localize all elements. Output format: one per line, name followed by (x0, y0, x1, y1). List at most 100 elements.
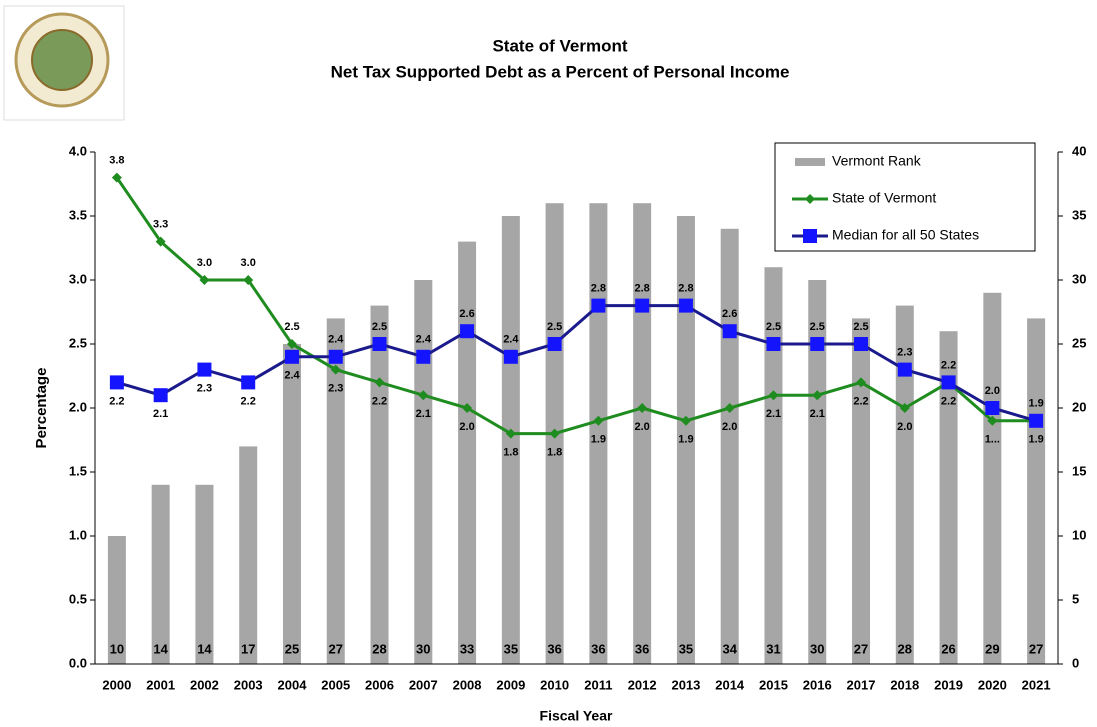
y2-tick-label: 20 (1072, 399, 1086, 414)
marker (766, 337, 781, 351)
bar-label: 27 (329, 641, 343, 656)
data-label: 2.1 (153, 408, 168, 420)
marker (637, 403, 648, 413)
bar-label: 36 (591, 641, 605, 656)
bar-label: 33 (460, 641, 474, 656)
data-label: 2.8 (678, 283, 693, 295)
bar (720, 228, 739, 665)
x-tick-label: 2017 (847, 677, 876, 692)
data-label: 2.0 (985, 385, 1000, 397)
bar (1027, 318, 1046, 664)
bar (195, 484, 214, 664)
data-label: 3.8 (109, 155, 124, 167)
data-label: 2.0 (459, 421, 474, 433)
x-tick-label: 2004 (278, 677, 308, 692)
marker (462, 403, 473, 413)
data-label: 1.9 (1028, 434, 1043, 446)
marker (328, 349, 343, 364)
data-label: 1.8 (547, 447, 562, 459)
marker (635, 298, 650, 313)
bar (764, 267, 783, 664)
marker (1029, 413, 1044, 428)
data-label: 2.5 (372, 321, 387, 333)
x-tick-label: 2020 (978, 677, 1007, 692)
x-axis-title: Fiscal Year (540, 708, 613, 724)
data-label: 2.2 (241, 395, 256, 407)
data-label: 2.2 (941, 359, 956, 371)
legend-label: Vermont Rank (832, 153, 922, 169)
bar (282, 344, 301, 664)
marker (593, 415, 604, 426)
marker (985, 401, 1000, 415)
marker (416, 349, 431, 364)
bar-label: 14 (197, 641, 212, 656)
bar (501, 216, 520, 664)
bar-label: 28 (372, 641, 386, 656)
bar-label: 17 (241, 641, 255, 656)
bar (676, 216, 695, 664)
bar (633, 203, 652, 664)
bar-label: 30 (810, 641, 824, 656)
x-tick-label: 2006 (365, 677, 394, 692)
chart-subtitle: Net Tax Supported Debt as a Percent of P… (331, 62, 790, 81)
y2-tick-label: 35 (1072, 207, 1086, 222)
data-label: 2.5 (547, 321, 562, 333)
data-label: 2.2 (109, 395, 124, 407)
data-label: 2.4 (416, 334, 432, 346)
y2-tick-label: 15 (1072, 463, 1086, 478)
bar-label: 30 (416, 641, 430, 656)
bar-label: 36 (635, 641, 649, 656)
y-tick-label: 3.0 (69, 271, 87, 286)
bar-label: 35 (679, 641, 693, 656)
marker (768, 390, 779, 401)
y2-tick-label: 25 (1072, 335, 1086, 350)
data-label: 2.3 (328, 383, 343, 395)
legend-swatch (803, 229, 817, 243)
data-label: 2.5 (810, 321, 825, 333)
data-label: 1.9 (1028, 398, 1043, 410)
marker (243, 275, 254, 285)
y-tick-label: 2.5 (69, 335, 87, 350)
data-label: 2.4 (328, 334, 344, 346)
marker (374, 377, 385, 388)
y2-tick-label: 0 (1072, 655, 1079, 670)
x-tick-label: 2011 (584, 677, 612, 692)
marker (547, 337, 562, 351)
bar (107, 536, 126, 664)
marker (460, 324, 475, 339)
marker (418, 390, 429, 401)
bar-label: 27 (854, 641, 868, 656)
x-tick-label: 2015 (759, 677, 788, 692)
y2-tick-label: 40 (1072, 143, 1086, 158)
marker (153, 388, 168, 403)
data-label: 2.2 (853, 395, 868, 407)
x-tick-label: 2013 (671, 677, 700, 692)
bar-label: 27 (1029, 641, 1043, 656)
y-tick-label: 0.0 (69, 655, 87, 670)
data-label: 2.5 (853, 321, 868, 333)
x-tick-label: 2019 (934, 677, 963, 692)
data-label: 2.1 (766, 408, 781, 420)
data-label: 2.3 (897, 347, 912, 359)
data-label: 1.9 (591, 434, 606, 446)
marker (810, 337, 825, 351)
logo (3, 5, 125, 121)
bar (370, 305, 389, 664)
x-tick-label: 2007 (409, 677, 438, 692)
x-tick-label: 2014 (715, 677, 745, 692)
y-tick-label: 4.0 (69, 143, 87, 158)
marker (505, 428, 516, 439)
y-axis-title: Percentage (33, 368, 50, 449)
marker (987, 415, 998, 426)
legend-label: Median for all 50 States (832, 227, 979, 243)
marker (724, 403, 735, 413)
legend-label: State of Vermont (832, 190, 936, 206)
marker (680, 415, 691, 426)
bar (808, 280, 827, 664)
marker (897, 362, 912, 377)
y-tick-label: 1.0 (69, 527, 87, 542)
x-tick-label: 2000 (102, 677, 131, 692)
bar-label: 35 (504, 641, 518, 656)
data-label: 3.0 (241, 257, 256, 269)
